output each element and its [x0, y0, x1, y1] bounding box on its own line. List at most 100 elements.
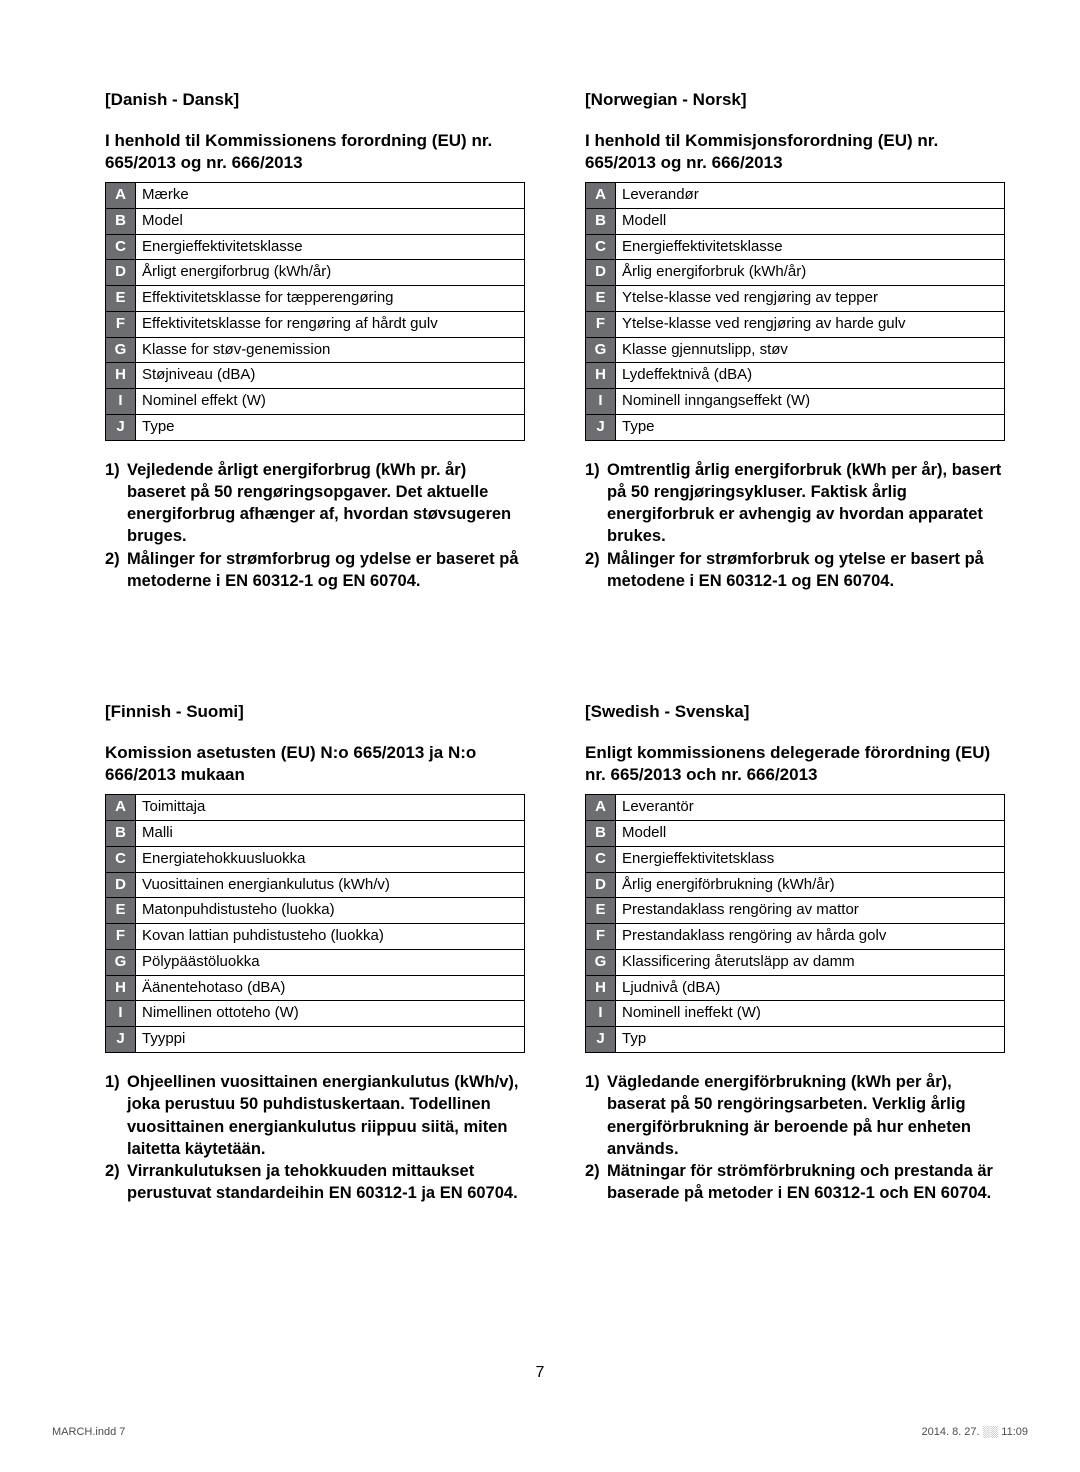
- row-val: Modell: [616, 208, 1005, 234]
- table-row: HLjudnivå (dBA): [586, 975, 1005, 1001]
- row-val: Prestandaklass rengöring av hårda golv: [616, 924, 1005, 950]
- table-row: HStøjniveau (dBA): [106, 363, 525, 389]
- row-key: J: [586, 414, 616, 440]
- table-row: ALeverandør: [586, 183, 1005, 209]
- table-row: ALeverantör: [586, 795, 1005, 821]
- note-num: 1): [105, 1071, 127, 1093]
- row-val: Prestandaklass rengöring av mattor: [616, 898, 1005, 924]
- note-1: 1)Omtrentlig årlig energiforbruk (kWh pe…: [607, 459, 1005, 548]
- row-val: Årlig energiforbruk (kWh/år): [616, 260, 1005, 286]
- table-row: AMærke: [106, 183, 525, 209]
- table-row: BModel: [106, 208, 525, 234]
- table-row: CEnergieffektivitetsklasse: [586, 234, 1005, 260]
- page-number: 7: [0, 1364, 1080, 1382]
- table-row: GKlassificering återutsläpp av damm: [586, 949, 1005, 975]
- row-val: Nominell inngangseffekt (W): [616, 389, 1005, 415]
- note-2: 2)Virrankulutuksen ja tehokkuuden mittau…: [127, 1160, 525, 1205]
- row-key: J: [106, 414, 136, 440]
- footer-left: MARCH.indd 7: [52, 1426, 125, 1438]
- row-val: Matonpuhdistusteho (luokka): [136, 898, 525, 924]
- row-key: C: [586, 234, 616, 260]
- row-val: Klasse gjennutslipp, støv: [616, 337, 1005, 363]
- table-row: BMalli: [106, 821, 525, 847]
- table-finnish: AToimittaja BMalli CEnergiatehokkuusluok…: [105, 794, 525, 1053]
- row-key: A: [586, 795, 616, 821]
- row-val: Ljudnivå (dBA): [616, 975, 1005, 1001]
- table-row: JType: [106, 414, 525, 440]
- table-row: DÅrlig energiforbruk (kWh/år): [586, 260, 1005, 286]
- row-key: C: [106, 234, 136, 260]
- block-gap: [105, 592, 1005, 702]
- row-key: B: [106, 208, 136, 234]
- row-key: I: [106, 1001, 136, 1027]
- row-2: [Finnish - Suomi] Komission asetusten (E…: [105, 702, 1005, 1204]
- row-key: I: [586, 1001, 616, 1027]
- row-val: Type: [616, 414, 1005, 440]
- row-key: H: [586, 975, 616, 1001]
- row-key: H: [106, 975, 136, 1001]
- table-row: DVuosittainen energiankulutus (kWh/v): [106, 872, 525, 898]
- table-row: GKlasse gjennutslipp, støv: [586, 337, 1005, 363]
- table-row: FPrestandaklass rengöring av hårda golv: [586, 924, 1005, 950]
- row-val: Pölypäästöluokka: [136, 949, 525, 975]
- table-row: FYtelse-klasse ved rengjøring av harde g…: [586, 311, 1005, 337]
- note-num: 2): [105, 548, 127, 570]
- table-heading-danish: I henhold til Kommissionens forordning (…: [105, 130, 525, 174]
- row-key: C: [586, 846, 616, 872]
- row-key: B: [586, 821, 616, 847]
- row-key: G: [106, 949, 136, 975]
- table-heading-swedish: Enligt kommissionens delegerade förordni…: [585, 742, 1005, 786]
- row-key: I: [586, 389, 616, 415]
- row-key: F: [586, 924, 616, 950]
- row-key: C: [106, 846, 136, 872]
- row-key: D: [106, 872, 136, 898]
- row-val: Äänentehotaso (dBA): [136, 975, 525, 1001]
- row-key: F: [586, 311, 616, 337]
- table-row: BModell: [586, 208, 1005, 234]
- note-text: Målinger for strømforbruk og ytelse er b…: [607, 550, 984, 590]
- note-num: 2): [585, 1160, 607, 1182]
- heading-swedish: [Swedish - Svenska]: [585, 702, 1005, 722]
- note-num: 1): [585, 459, 607, 481]
- row-key: D: [586, 260, 616, 286]
- row-val: Lydeffektnivå (dBA): [616, 363, 1005, 389]
- row-key: G: [106, 337, 136, 363]
- row-key: J: [106, 1027, 136, 1053]
- note-text: Mätningar för strömförbrukning och prest…: [607, 1162, 993, 1202]
- table-row: CEnergiatehokkuusluokka: [106, 846, 525, 872]
- table-row: FKovan lattian puhdistusteho (luokka): [106, 924, 525, 950]
- row-val: Nominell ineffekt (W): [616, 1001, 1005, 1027]
- note-text: Ohjeellinen vuosittainen energiankulutus…: [127, 1073, 518, 1158]
- row-val: Tyyppi: [136, 1027, 525, 1053]
- note-num: 1): [105, 459, 127, 481]
- table-row: HLydeffektnivå (dBA): [586, 363, 1005, 389]
- heading-finnish: [Finnish - Suomi]: [105, 702, 525, 722]
- footer-right: 2014. 8. 27. ░░ 11:09: [921, 1426, 1028, 1438]
- row-val: Kovan lattian puhdistusteho (luokka): [136, 924, 525, 950]
- table-row: EMatonpuhdistusteho (luokka): [106, 898, 525, 924]
- row-val: Leverandør: [616, 183, 1005, 209]
- table-row: EPrestandaklass rengöring av mattor: [586, 898, 1005, 924]
- table-row: INominel effekt (W): [106, 389, 525, 415]
- row-val: Leverantör: [616, 795, 1005, 821]
- row-key: F: [106, 311, 136, 337]
- notes-finnish: 1)Ohjeellinen vuosittainen energiankulut…: [105, 1071, 525, 1205]
- table-row: JType: [586, 414, 1005, 440]
- row-val: Effektivitetsklasse for tæpperengøring: [136, 286, 525, 312]
- table-row: FEffektivitetsklasse for rengøring af hå…: [106, 311, 525, 337]
- table-row: HÄänentehotaso (dBA): [106, 975, 525, 1001]
- note-text: Virrankulutuksen ja tehokkuuden mittauks…: [127, 1162, 518, 1202]
- note-text: Omtrentlig årlig energiforbruk (kWh per …: [607, 461, 1001, 546]
- table-heading-finnish: Komission asetusten (EU) N:o 665/2013 ja…: [105, 742, 525, 786]
- heading-norwegian: [Norwegian - Norsk]: [585, 90, 1005, 110]
- table-heading-norwegian: I henhold til Kommisjonsforordning (EU) …: [585, 130, 1005, 174]
- row-val: Ytelse-klasse ved rengjøring av harde gu…: [616, 311, 1005, 337]
- row-val: Støjniveau (dBA): [136, 363, 525, 389]
- row-val: Malli: [136, 821, 525, 847]
- row-val: Mærke: [136, 183, 525, 209]
- notes-danish: 1)Vejledende årligt energiforbrug (kWh p…: [105, 459, 525, 593]
- row-val: Typ: [616, 1027, 1005, 1053]
- table-row: BModell: [586, 821, 1005, 847]
- table-row: INimellinen ottoteho (W): [106, 1001, 525, 1027]
- row-1: [Danish - Dansk] I henhold til Kommissio…: [105, 90, 1005, 592]
